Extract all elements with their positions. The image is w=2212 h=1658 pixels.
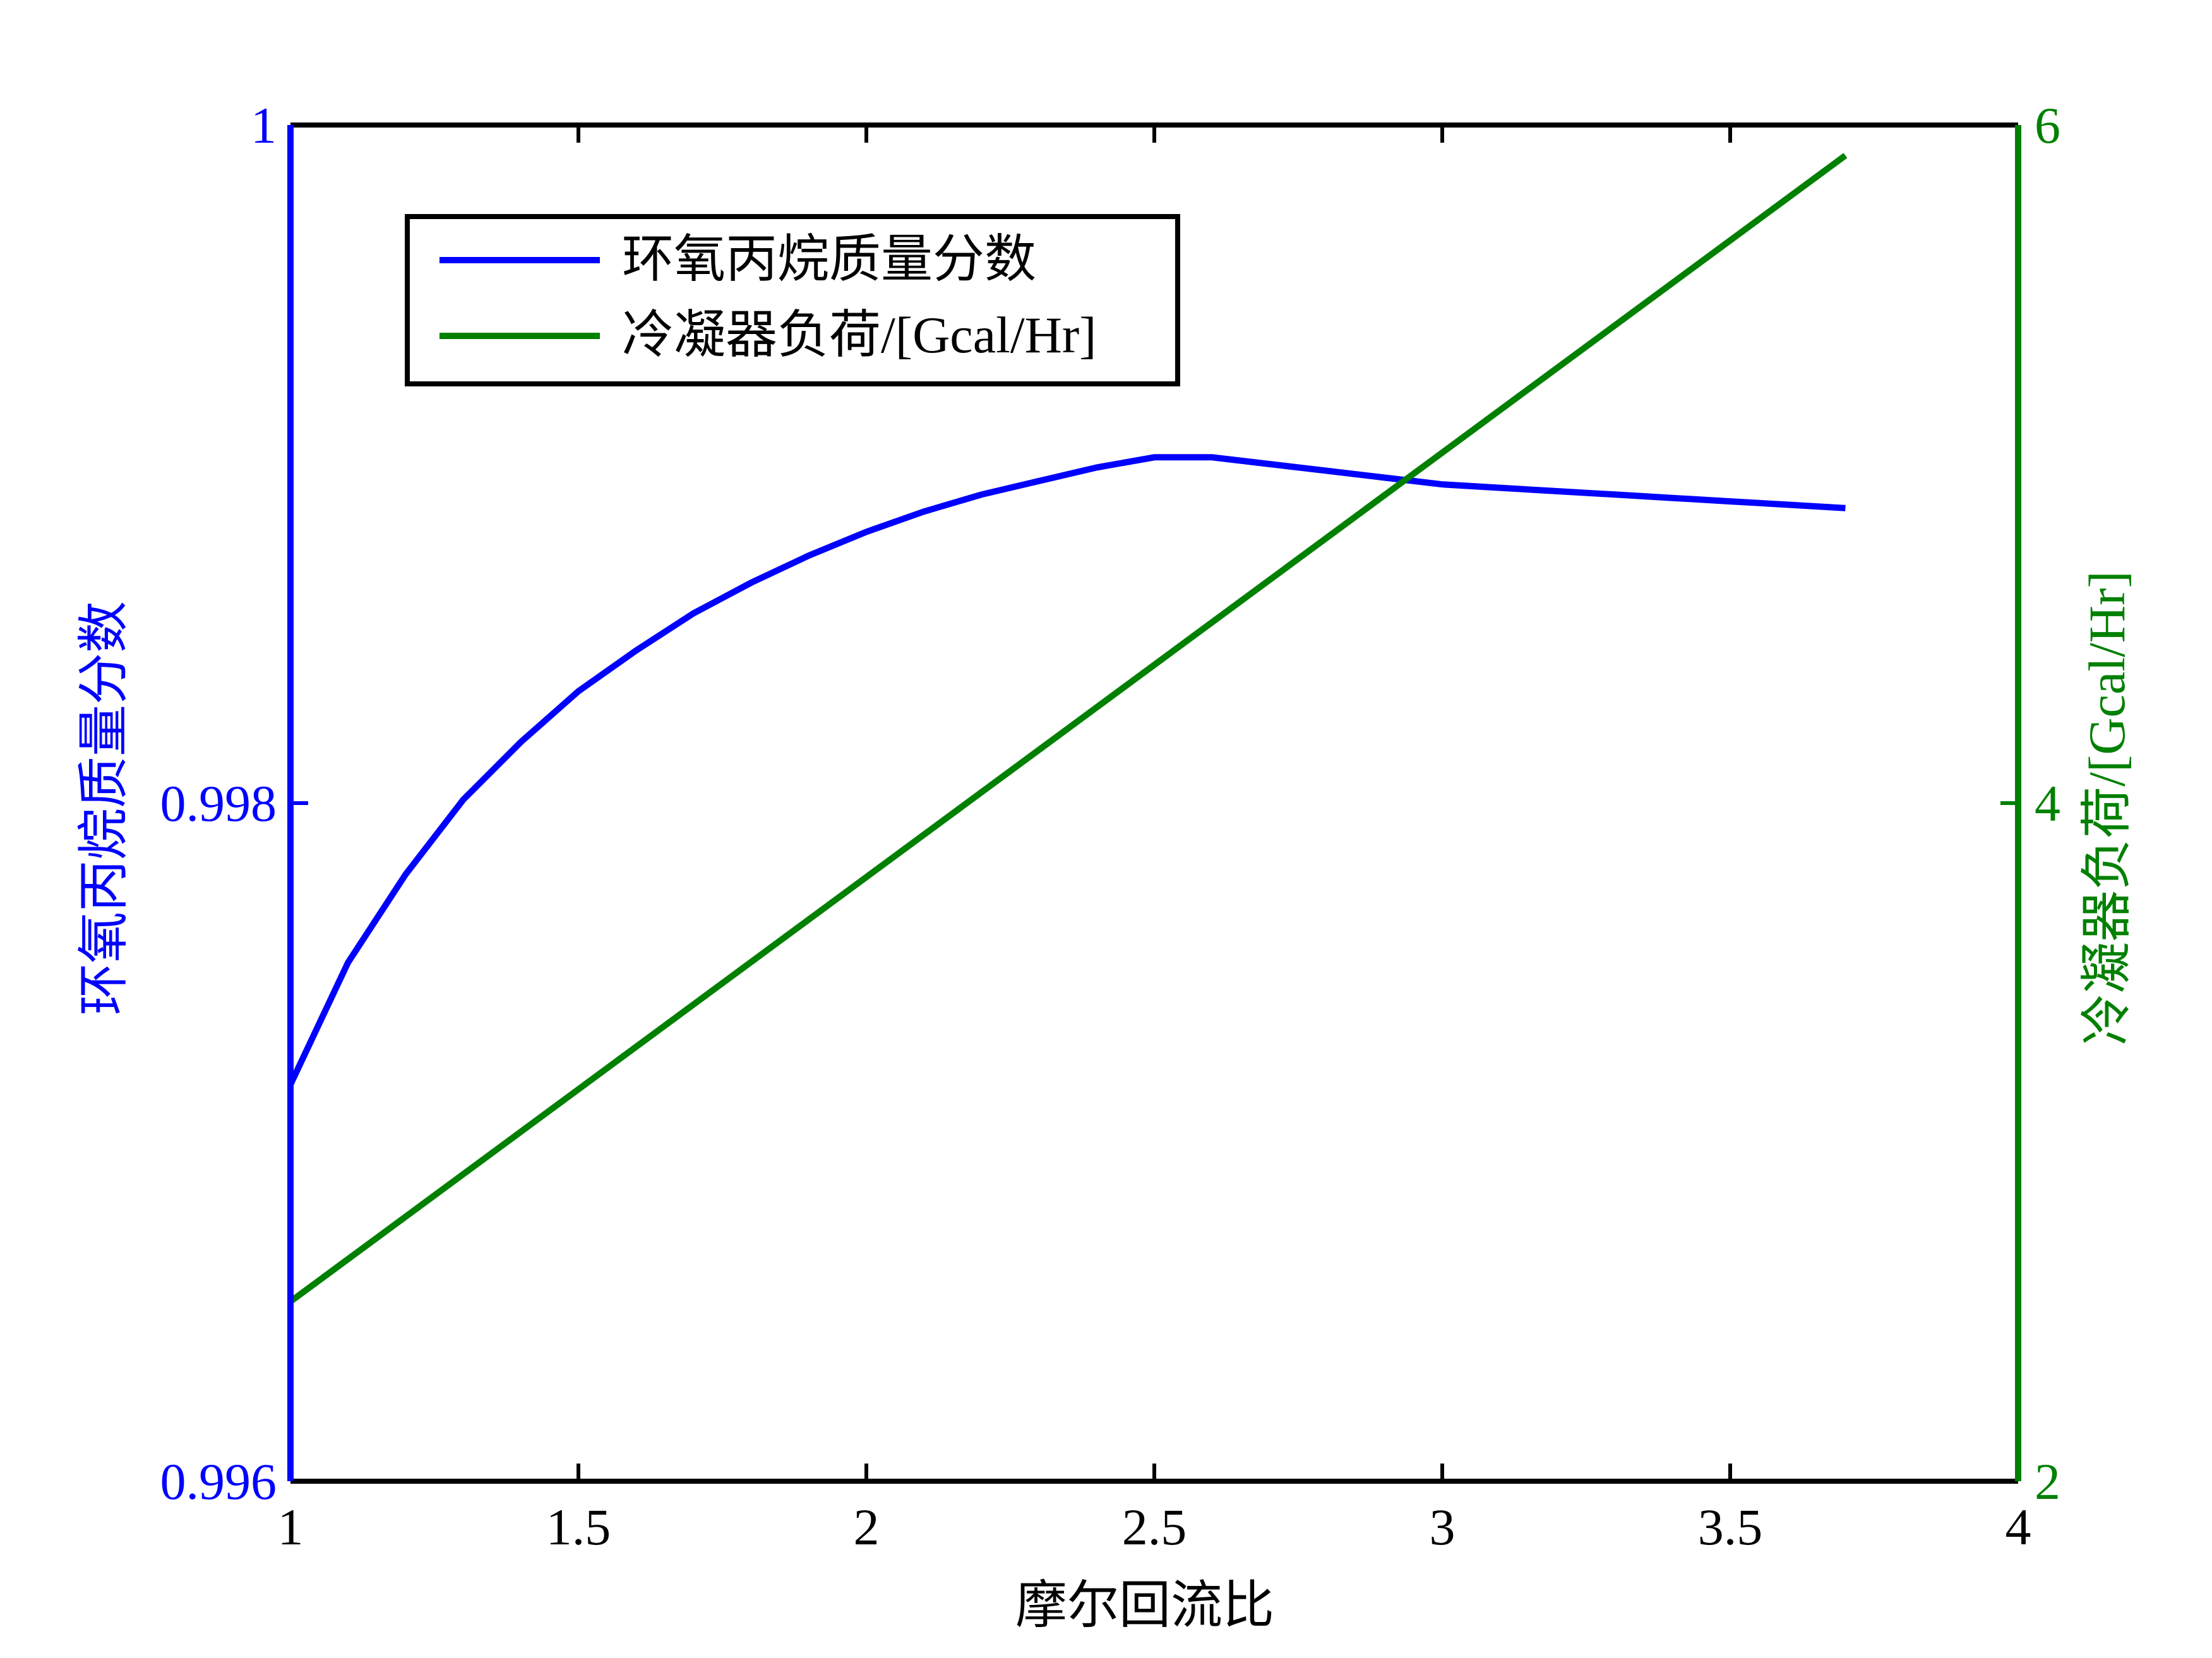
x-tick-label: 2 xyxy=(854,1498,880,1556)
series-layer xyxy=(287,153,1848,1304)
y-left-tick-label: 0.996 xyxy=(160,1453,277,1510)
frame-layer xyxy=(287,122,2021,1484)
x-tick-label: 3.5 xyxy=(1698,1498,1763,1556)
x-tick-label: 3 xyxy=(1430,1498,1456,1556)
x-tick-label: 2.5 xyxy=(1122,1498,1187,1556)
x-tick-label: 1 xyxy=(278,1498,304,1556)
y-right-tick-label: 2 xyxy=(2035,1453,2060,1510)
y-axis-right-label: 冷凝器负荷/[Gcal/Hr] xyxy=(2078,571,2136,1046)
legend-label-series-2: 冷凝器负荷/[Gcal/Hr] xyxy=(622,306,1097,364)
legend: 环氧丙烷质量分数 冷凝器负荷/[Gcal/Hr] xyxy=(405,214,1180,386)
x-tick-label: 1.5 xyxy=(546,1498,611,1556)
series-line-2 xyxy=(289,153,1848,1304)
y-right-tick-label: 4 xyxy=(2035,775,2060,832)
y-right-tick-label: 6 xyxy=(2035,97,2060,154)
legend-label-series-1: 环氧丙烷质量分数 xyxy=(622,230,1036,288)
series-line-1 xyxy=(287,454,1846,1086)
y-left-tick-label: 0.998 xyxy=(160,775,277,832)
y-left-tick-label: 1 xyxy=(251,97,277,154)
x-tick-label: 4 xyxy=(2006,1498,2031,1556)
y-axis-left-label: 环氧丙烷质量分数 xyxy=(75,601,133,1015)
x-axis-label: 摩尔回流比 xyxy=(1015,1577,1274,1634)
legend-box xyxy=(405,214,1180,386)
